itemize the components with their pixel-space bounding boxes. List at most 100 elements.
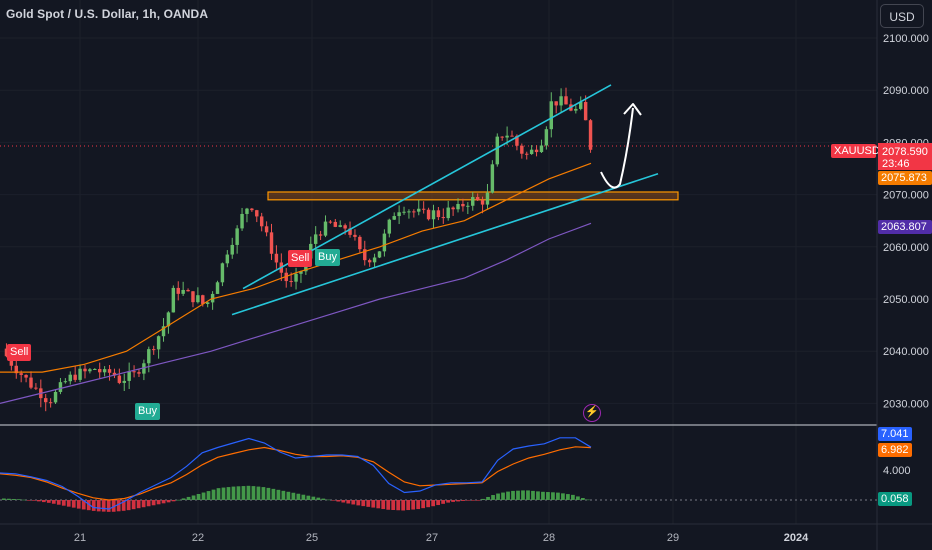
macd-histogram-bar — [226, 487, 231, 500]
macd-histogram-bar — [411, 500, 416, 510]
price-tick-label: 2030.000 — [883, 398, 929, 410]
signal-value-badge-bg — [878, 443, 912, 457]
candle-body — [559, 96, 563, 106]
macd-histogram-bar — [41, 500, 46, 503]
projection-arrow[interactable] — [600, 107, 634, 189]
macd-histogram-bar — [391, 500, 396, 510]
macd-histogram-bar — [351, 500, 356, 505]
macd-histogram-bar — [501, 492, 505, 500]
candle-body — [318, 234, 323, 236]
lightning-icon[interactable]: ⚡ — [583, 404, 601, 422]
currency-button[interactable]: USD — [880, 4, 924, 28]
candle-body — [510, 135, 514, 137]
macd-histogram-bar — [566, 494, 570, 500]
macd-histogram-bar — [586, 499, 590, 501]
candle-body — [107, 369, 112, 373]
channel-lower-line[interactable] — [231, 172, 659, 316]
macd-histogram-bar — [61, 500, 66, 506]
candle-body — [102, 369, 107, 373]
macd-histogram-bar — [191, 495, 196, 500]
candle-body — [382, 233, 387, 252]
candle-body — [166, 312, 171, 327]
macd-histogram-bar — [361, 500, 366, 507]
macd-histogram-bar — [206, 491, 211, 500]
candle-body — [363, 249, 367, 261]
candle-body — [372, 257, 377, 263]
candle-body — [333, 221, 338, 227]
candle-body — [313, 234, 318, 244]
price-tick-label: 2070.000 — [883, 190, 929, 202]
candle-body — [338, 225, 342, 227]
candle-body — [34, 387, 38, 389]
macd-histogram-bar — [396, 500, 401, 511]
candle-body — [171, 287, 176, 313]
candle-body — [515, 135, 519, 146]
candle-body — [117, 375, 122, 383]
macd-histogram-bar — [46, 500, 51, 503]
candle-body — [294, 273, 298, 282]
signal-sell-label: Sell — [7, 344, 32, 361]
candle-body — [353, 234, 357, 237]
macd-histogram-bar — [356, 500, 361, 506]
candle-body — [274, 253, 279, 263]
symbol-badge-text: XAUUSD — [834, 145, 880, 157]
ema-slow-badge-text: 2063.807 — [881, 221, 927, 233]
candle-body — [93, 368, 97, 370]
macd-histogram-bar — [91, 500, 96, 511]
ema-fast-line — [0, 162, 592, 373]
macd-histogram-bar — [246, 485, 251, 500]
macd-histogram-bar — [141, 500, 146, 508]
histogram-value-badge-text: 0.058 — [881, 493, 909, 505]
macd-histogram-bar — [311, 496, 316, 500]
candle-body — [505, 135, 509, 138]
projection-arrowhead — [623, 103, 642, 116]
macd-histogram-bar — [556, 492, 560, 500]
macd-histogram-bar — [101, 500, 106, 512]
price-tick-label: 2090.000 — [883, 85, 929, 97]
candle-body — [397, 212, 401, 217]
macd-histogram-bar — [131, 500, 136, 510]
macd-histogram-bar — [466, 500, 470, 501]
macd-histogram-bar — [76, 500, 81, 509]
macd-histogram-bar — [581, 497, 585, 500]
candle-body — [436, 210, 441, 218]
macd-histogram-bar — [51, 500, 56, 504]
candle-body — [549, 101, 553, 130]
candle-body — [48, 402, 53, 404]
candle-body — [97, 368, 102, 373]
macd-histogram-bar — [436, 500, 441, 506]
candle-body — [421, 208, 426, 210]
candle-body — [579, 102, 583, 109]
candle-body — [583, 102, 588, 121]
macd-histogram-bar — [541, 491, 545, 500]
macd-histogram-bar — [376, 500, 381, 509]
macd-histogram-bar — [2, 498, 6, 500]
candle-body — [250, 208, 254, 211]
candle-body — [24, 374, 28, 378]
candle-body — [156, 336, 161, 350]
macd-histogram-bar — [261, 487, 266, 500]
macd-histogram-bar — [136, 500, 141, 509]
price-tick-label: 2040.000 — [883, 346, 929, 358]
macd-histogram-bar — [381, 500, 386, 510]
histogram-value-badge: 0.058 — [878, 492, 912, 506]
time-tick-label: 2024 — [784, 532, 809, 544]
macd-histogram-bar — [331, 500, 336, 501]
candle-body — [343, 225, 347, 229]
candle-body — [525, 153, 529, 155]
symbol-badge-bg — [831, 144, 876, 158]
time-tick-label: 27 — [426, 532, 438, 544]
macd-histogram-bar — [446, 500, 450, 503]
candle-body — [402, 211, 406, 213]
candle-body — [245, 208, 249, 214]
macd-value-badge: 7.041 — [878, 427, 912, 441]
candle-body — [58, 382, 63, 392]
macd-histogram-bar — [506, 491, 510, 500]
candle-body — [176, 287, 180, 294]
macd-tick-label: 4.000 — [883, 465, 911, 477]
candle-body — [466, 205, 470, 207]
candle-body — [83, 368, 87, 372]
candle-body — [529, 149, 534, 155]
macd-histogram-bar — [441, 500, 445, 504]
